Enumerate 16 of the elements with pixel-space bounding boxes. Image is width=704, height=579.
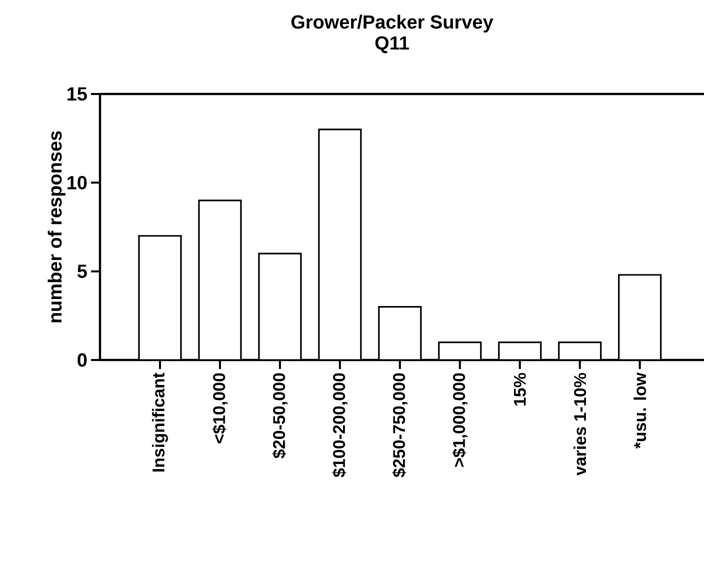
x-tick-label: Insignificant [152,372,168,472]
y-tick-label: 10 [68,176,87,190]
y-tick-label: 15 [68,87,87,101]
x-tick-label: varies 1-10% [574,373,586,476]
y-tick-label: 0 [78,353,87,367]
chart-title: Grower/Packer Survey [291,14,494,32]
x-tick-label: $250-750,000 [392,373,408,478]
y-axis-title: number of responses [48,131,66,322]
x-tick-label: 15% [514,372,526,406]
chart-subtitle: Q11 [375,36,409,54]
x-tick-label: >$1,000,000 [452,373,468,467]
x-tick-label: *usu. low [634,372,646,449]
x-tick-label: $100-200,000 [332,373,348,478]
x-tick-label: <$10,000 [212,373,228,444]
x-tick-label: $20-50,000 [272,373,288,458]
y-tick-label: 5 [77,264,87,278]
